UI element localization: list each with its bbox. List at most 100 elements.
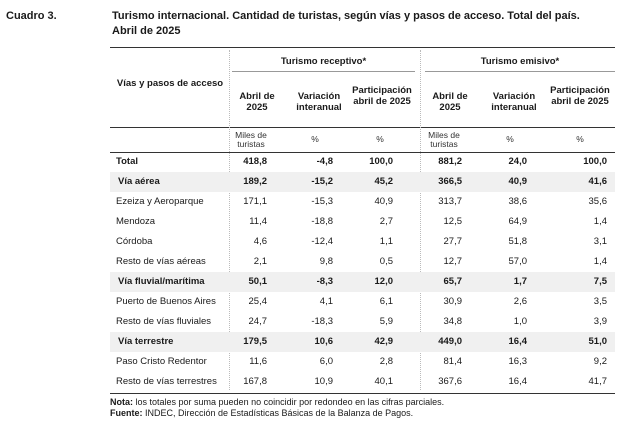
table-cell: 24,0 [508, 156, 528, 167]
table-cell: 449,0 [438, 336, 462, 347]
table-cell: 12,0 [374, 276, 394, 287]
title-line-1: Turismo internacional. Cantidad de turis… [112, 10, 580, 22]
unit-bottom-rule [110, 152, 615, 153]
row-label: Mendoza [116, 216, 156, 227]
table-row: Córdoba 4,6 -12,4 1,1 27,7 51,8 3,1 [110, 232, 615, 252]
table-cell: 2,1 [253, 256, 267, 267]
table-row: Resto de vías terrestres 167,8 10,9 40,1 367… [110, 372, 615, 392]
row-label: Vía fluvial/marítima [118, 276, 205, 287]
table-title: Turismo internacional. Cantidad de turis… [112, 9, 632, 39]
row-label: Resto de vías fluviales [116, 316, 212, 327]
table-cell: 40,9 [508, 176, 528, 187]
fuente-text: INDEC, Dirección de Estadísticas Básicas… [142, 408, 414, 418]
table-cell: 100,0 [583, 156, 607, 167]
table-cell: 24,7 [248, 316, 268, 327]
table-cell: 16,3 [508, 356, 528, 367]
table-cell: -12,4 [311, 236, 333, 247]
table-bottom-rule [110, 393, 615, 394]
table-row: Mendoza 11,4 -18,8 2,7 12,5 64,9 1,4 [110, 212, 615, 232]
table-cell: 4,1 [319, 296, 333, 307]
table-cell: 1,4 [593, 216, 607, 227]
table-cell: 2,8 [379, 356, 393, 367]
table-cell: -8,3 [316, 276, 333, 287]
table-row: Vía fluvial/marítima 50,1 -8,3 12,0 65,7 1,7 7… [110, 272, 615, 292]
table-cell: 81,4 [443, 356, 463, 367]
table-row: Vía aérea 189,2 -15,2 45,2 366,5 40,9 41,6 [110, 172, 615, 192]
row-label-header: Vías y pasos de acceso [116, 78, 224, 89]
col-abril-receptivo: Abril de 2025 [239, 91, 275, 113]
table-cell: 1,7 [513, 276, 527, 287]
table-cell: 9,8 [319, 256, 333, 267]
table-cell: 50,1 [248, 276, 268, 287]
unit-pct: % [311, 134, 319, 144]
table-cell: 11,6 [249, 356, 267, 367]
table-cell: 418,8 [243, 156, 267, 167]
table-cell: 366,5 [438, 176, 462, 187]
column-separator [420, 50, 421, 390]
table-cell: 64,9 [508, 216, 528, 227]
table-cell: 30,9 [443, 296, 463, 307]
col-participacion-emisivo: Participación abril de 2025 [550, 85, 610, 107]
table-cell: 11,4 [249, 216, 267, 227]
table-cell: 6,0 [319, 356, 333, 367]
nota-text: los totales por suma pueden no coincidir… [133, 397, 445, 407]
table-cell: 3,9 [593, 316, 607, 327]
table-cell: 65,7 [443, 276, 463, 287]
fuente-line: Fuente: INDEC, Dirección de Estadísticas… [110, 408, 413, 418]
table-cell: 41,7 [588, 376, 608, 387]
nota-line: Nota: los totales por suma pueden no coi… [110, 397, 444, 407]
table-cell: 34,8 [443, 316, 463, 327]
row-label: Puerto de Buenos Aires [116, 296, 216, 307]
title-line-2: Abril de 2025 [112, 25, 181, 37]
table-cell: 3,5 [593, 296, 607, 307]
table-cell: -18,3 [311, 316, 333, 327]
table-cell: 313,7 [438, 196, 462, 207]
fuente-label: Fuente: [110, 408, 143, 418]
unit-pct: % [376, 134, 384, 144]
table-cell: 10,6 [314, 336, 334, 347]
table-row: Vía terrestre 179,5 10,6 42,9 449,0 16,4 51,0 [110, 332, 615, 352]
table-cell: 40,9 [374, 196, 394, 207]
cuadro-label: Cuadro 3. [6, 10, 57, 22]
table-cell: 171,1 [243, 196, 267, 207]
row-label: Córdoba [116, 236, 153, 247]
table-cell: 40,1 [374, 376, 394, 387]
table-cell: 25,4 [248, 296, 268, 307]
table-cell: 16,4 [508, 336, 528, 347]
table-cell: 12,5 [443, 216, 463, 227]
table-cell: 35,6 [588, 196, 608, 207]
table-cell: -18,8 [311, 216, 333, 227]
table-cell: 16,4 [508, 376, 528, 387]
unit-miles-emisivo: Miles de turistas [428, 130, 460, 149]
table-cell: 9,2 [593, 356, 607, 367]
row-label: Resto de vías terrestres [116, 376, 217, 387]
table-row: Ezeiza y Aeroparque 171,1 -15,3 40,9 313,7 38… [110, 192, 615, 212]
table-cell: 3,1 [593, 236, 607, 247]
table-cell: 179,5 [243, 336, 267, 347]
col-variacion-receptivo: Variación interanual [296, 91, 342, 113]
table-cell: 0,5 [379, 256, 393, 267]
col-participacion-receptivo: Participación abril de 2025 [352, 85, 412, 107]
table-cell: 4,6 [253, 236, 267, 247]
receptivo-group-rule [232, 71, 415, 72]
table-row: Resto de vías fluviales 24,7 -18,3 5,9 34,8 1… [110, 312, 615, 332]
table-cell: -4,8 [316, 156, 333, 167]
column-separator [229, 50, 230, 390]
table-row: Puerto de Buenos Aires 25,4 4,1 6,1 30,9 2,6 3… [110, 292, 615, 312]
row-label: Vía terrestre [118, 336, 174, 347]
table-cell: 5,9 [379, 316, 393, 327]
table-cell: 6,1 [379, 296, 393, 307]
table-cell: 2,7 [379, 216, 393, 227]
nota-label: Nota: [110, 397, 133, 407]
table-cell: -15,3 [311, 196, 333, 207]
table-cell: 881,2 [438, 156, 462, 167]
row-label: Paso Cristo Redentor [116, 356, 207, 367]
table-row: Total 418,8 -4,8 100,0 881,2 24,0 100,0 [110, 152, 615, 172]
table-cell: 167,8 [243, 376, 267, 387]
table-cell: 2,6 [513, 296, 527, 307]
col-variacion-emisivo: Variación interanual [491, 91, 537, 113]
table-cell: 189,2 [243, 176, 267, 187]
table-cell: 51,8 [508, 236, 528, 247]
receptivo-group-header: Turismo receptivo* [280, 56, 367, 67]
emisivo-group-rule [425, 71, 615, 72]
